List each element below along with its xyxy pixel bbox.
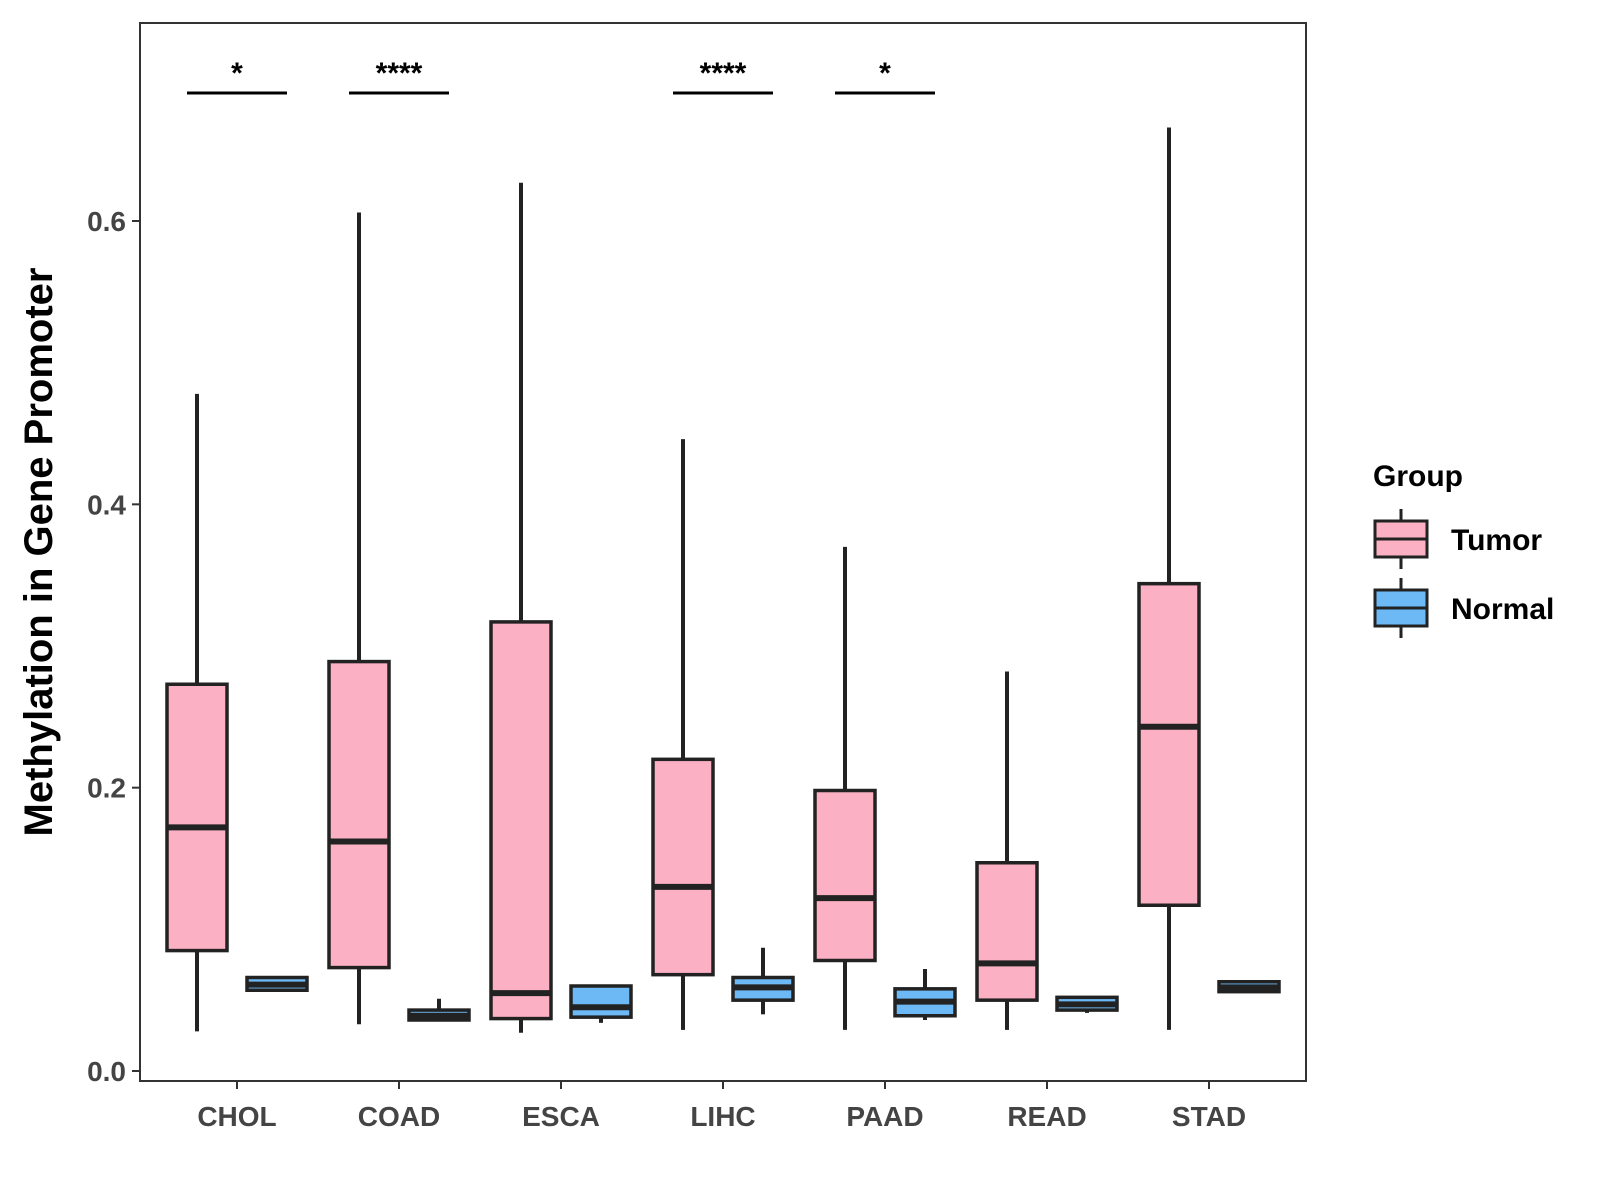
y-tick-label: 0.6 xyxy=(87,206,126,237)
y-axis-title: Methylation in Gene Promoter xyxy=(17,268,61,837)
box-iqr xyxy=(1137,581,1201,908)
box-tumor-paad xyxy=(813,546,877,1030)
legend-entry-normal: Normal xyxy=(1373,578,1554,638)
y-tick-label: 0.0 xyxy=(87,1056,126,1087)
x-tick-label: PAAD xyxy=(846,1101,923,1132)
plot-panel-border xyxy=(139,22,1307,1082)
y-tick-label: 0.4 xyxy=(87,489,126,520)
box-normal-stad xyxy=(1217,980,1281,994)
x-tick-label: LIHC xyxy=(690,1101,755,1132)
box-iqr xyxy=(651,757,715,977)
box-iqr xyxy=(165,682,229,953)
significance-label: **** xyxy=(700,57,747,90)
significance-layer: * **** **** * xyxy=(187,57,935,95)
x-tick-label: CHOL xyxy=(197,1101,276,1132)
box-normal-read xyxy=(1055,995,1119,1013)
boxes-layer xyxy=(165,127,1281,1033)
box-tumor-stad xyxy=(1137,127,1201,1030)
box-normal-coad xyxy=(407,998,471,1022)
box-iqr xyxy=(489,620,553,1021)
y-axis: 0.0 0.2 0.4 0.6 xyxy=(87,206,140,1087)
box-iqr xyxy=(813,788,877,963)
y-tick-label: 0.2 xyxy=(87,773,126,804)
legend-entry-tumor: Tumor xyxy=(1373,509,1542,569)
box-iqr xyxy=(569,984,633,1019)
x-axis: CHOL COAD ESCA LIHC PAAD READ STAD xyxy=(197,1081,1246,1132)
x-tick-label: ESCA xyxy=(522,1101,600,1132)
box-normal-lihc xyxy=(731,947,795,1015)
significance-label: * xyxy=(879,57,891,90)
significance-label: * xyxy=(231,57,243,90)
significance-label: **** xyxy=(376,57,423,90)
box-normal-chol xyxy=(245,975,309,992)
box-tumor-read xyxy=(975,671,1039,1030)
box-tumor-coad xyxy=(327,212,391,1025)
box-normal-paad xyxy=(893,969,957,1020)
legend: Group Tumor Normal xyxy=(1373,460,1554,638)
legend-title: Group xyxy=(1373,460,1463,493)
legend-label: Normal xyxy=(1451,593,1554,626)
x-tick-label: COAD xyxy=(358,1101,440,1132)
x-tick-label: STAD xyxy=(1172,1101,1246,1132)
box-iqr xyxy=(975,861,1039,1002)
box-tumor-chol xyxy=(165,393,229,1032)
box-iqr xyxy=(327,659,391,970)
box-normal-esca xyxy=(569,984,633,1023)
legend-label: Tumor xyxy=(1451,524,1542,557)
box-tumor-esca xyxy=(489,182,553,1033)
x-tick-label: READ xyxy=(1007,1101,1086,1132)
box-tumor-lihc xyxy=(651,439,715,1030)
